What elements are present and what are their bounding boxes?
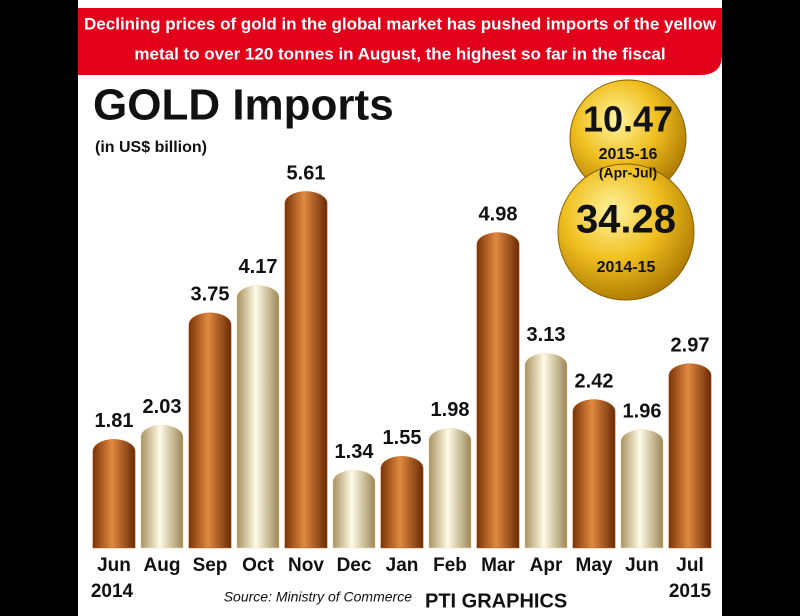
x-tick-label: May: [576, 555, 613, 576]
badge-value: 34.28: [576, 198, 676, 242]
x-tick-label: Feb: [433, 555, 467, 576]
bar: [380, 456, 424, 549]
value-label: 1.98: [431, 399, 470, 421]
bar: [668, 363, 712, 549]
year-label: 2014: [91, 581, 134, 602]
bar: [332, 469, 376, 549]
x-tick-label: Aug: [144, 555, 181, 576]
x-tick-label: Jan: [386, 555, 419, 576]
x-tick-label: Apr: [530, 555, 563, 576]
badge-label: 2015-16: [599, 146, 658, 163]
bar: [236, 285, 280, 549]
value-label: 2.97: [671, 335, 710, 357]
badge-value: 10.47: [583, 99, 673, 140]
bar: [524, 353, 568, 549]
subtitle: (in US$ billion): [95, 139, 207, 156]
source: Source: Ministry of Commerce: [224, 589, 412, 605]
x-tick-label: Jun: [625, 555, 659, 576]
value-label: 2.42: [575, 370, 614, 392]
value-label: 4.98: [479, 203, 518, 225]
x-tick-label: Dec: [337, 555, 372, 576]
bar: [284, 191, 328, 549]
badge-label: 2014-15: [597, 259, 656, 276]
x-tick-label: Sep: [193, 555, 228, 576]
bar: [92, 439, 136, 549]
banner-text: Declining prices of gold in the global m…: [84, 14, 717, 33]
x-tick-label: Jun: [97, 555, 131, 576]
bar: [620, 429, 664, 549]
value-label: 1.81: [95, 410, 134, 432]
value-label: 1.96: [623, 400, 662, 422]
bar: [428, 428, 472, 549]
chart-title: GOLD Imports: [93, 81, 394, 130]
bar: [188, 312, 232, 549]
value-label: 5.61: [287, 162, 326, 184]
bar: [476, 232, 520, 549]
value-label: 3.13: [527, 324, 566, 346]
value-label: 4.17: [239, 256, 278, 278]
banner: [78, 8, 722, 75]
x-tick-label: Mar: [481, 555, 515, 576]
value-label: 2.03: [143, 396, 182, 418]
value-label: 1.34: [335, 441, 375, 463]
bar: [140, 424, 184, 549]
value-label: 3.75: [191, 284, 230, 306]
value-label: 1.55: [383, 427, 422, 449]
badge-coin: [557, 163, 695, 301]
badge-label: (Apr-Jul): [599, 165, 657, 181]
x-tick-label: Nov: [288, 555, 324, 576]
x-tick-label: Jul: [676, 555, 703, 576]
banner-text: metal to over 120 tonnes in August, the …: [134, 44, 665, 63]
credit: PTI GRAPHICS: [425, 590, 567, 612]
year-label: 2015: [669, 581, 712, 602]
bar: [572, 399, 616, 549]
x-tick-label: Oct: [242, 555, 274, 576]
